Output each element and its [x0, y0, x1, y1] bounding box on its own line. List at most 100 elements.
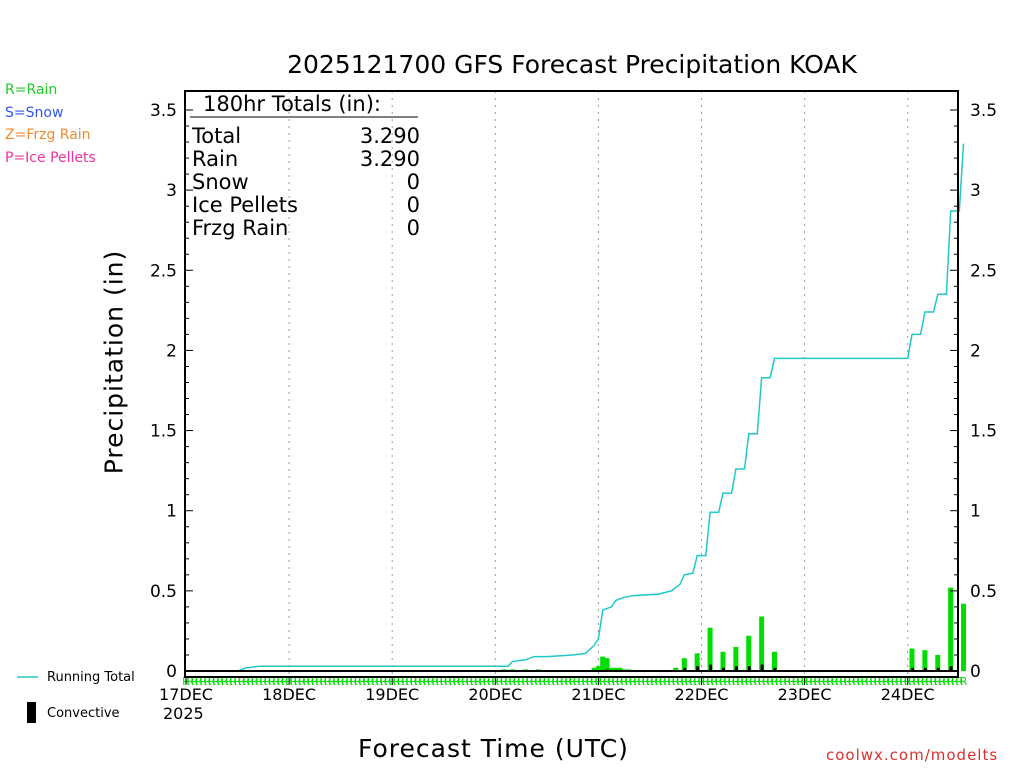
precip-type-marker: R — [393, 675, 401, 688]
precip-type-marker: R — [500, 675, 508, 688]
precip-type-marker: R — [642, 675, 650, 688]
precip-type-marker: R — [625, 675, 633, 688]
precip-type-marker: R — [706, 675, 714, 688]
precip-type-marker: R — [461, 675, 469, 688]
precip-type-marker: R — [212, 675, 220, 688]
precip-type-marker: R — [728, 675, 736, 688]
precip-type-marker: R — [715, 675, 723, 688]
precip-type-marker: R — [870, 675, 878, 688]
precip-type-marker: R — [822, 675, 830, 688]
rain-bar — [746, 635, 752, 671]
precip-type-marker: R — [191, 675, 199, 688]
precip-type-marker: R — [431, 675, 439, 688]
bottom-legend-symbols — [17, 676, 38, 723]
precip-type-marker: R — [496, 675, 504, 688]
precip-type-marker: R — [556, 675, 564, 688]
precip-type-marker: R — [444, 675, 452, 688]
precip-type-marker: R — [775, 675, 783, 688]
precip-type-marker: R — [221, 675, 229, 688]
x-tick-label: 21DEC — [571, 685, 625, 704]
y-tick-label: 2 — [166, 341, 177, 361]
precip-type-marker: R — [895, 675, 903, 688]
precip-type-marker: R — [543, 675, 551, 688]
precip-type-marker: R — [290, 675, 298, 688]
precip-type-marker: R — [517, 675, 525, 688]
convective-bar — [709, 664, 713, 671]
precip-type-marker: R — [315, 675, 323, 688]
rain-bars — [501, 587, 967, 671]
precip-type-marker: R — [509, 675, 517, 688]
precip-type-marker: R — [186, 675, 194, 688]
x-tick-label: 22DEC — [675, 685, 729, 704]
precip-type-marker: R — [547, 675, 555, 688]
legend-convective-label: Convective — [47, 706, 120, 721]
precip-type-marker: R — [620, 675, 628, 688]
precip-type-marker: R — [831, 675, 839, 688]
x-tick-label: 23DEC — [778, 685, 832, 704]
precip-type-marker: R — [423, 675, 431, 688]
precip-type-marker: R — [470, 675, 478, 688]
rain-bar — [694, 653, 700, 671]
precip-type-marker: R — [272, 675, 280, 688]
precip-type-marker: R — [607, 675, 615, 688]
precip-type-marker: R — [302, 675, 310, 688]
precip-type-marker: R — [534, 675, 542, 688]
precip-type-marker: R — [955, 675, 963, 688]
totals-value: 3.290 — [359, 124, 420, 148]
totals-label: Total — [192, 124, 242, 148]
precip-type-marker: R — [526, 675, 534, 688]
precip-type-marker: R — [934, 675, 942, 688]
precip-type-marker: R — [788, 675, 796, 688]
precip-type-marker: R — [805, 675, 813, 688]
precip-type-marker: R — [483, 675, 491, 688]
legend-snow: S=Snow — [5, 105, 64, 121]
rain-bar — [673, 667, 679, 671]
precip-type-marker: R — [474, 675, 482, 688]
plot-frame — [184, 90, 959, 678]
precip-type-marker: R — [882, 675, 890, 688]
precip-type-marker: R — [457, 675, 465, 688]
precip-type-marker: R — [784, 675, 792, 688]
precip-type-marker: R — [217, 675, 225, 688]
precip-type-marker: R — [513, 675, 521, 688]
precip-type-marker: R — [603, 675, 611, 688]
y-tick-label: 0.5 — [150, 582, 177, 602]
precip-type-marker: R — [590, 675, 598, 688]
running-total-line — [186, 143, 965, 672]
precip-type-marker: R — [616, 675, 624, 688]
y-axis-label: Precipitation (in) — [99, 249, 129, 475]
precip-type-marker: R — [865, 675, 873, 688]
precip-type-marker: R — [324, 675, 332, 688]
x-tick-label: 20DEC — [468, 685, 522, 704]
rain-bar — [948, 587, 954, 671]
precip-type-marker: R — [440, 675, 448, 688]
precip-type-marker: R — [363, 675, 371, 688]
precip-type-marker: R — [320, 675, 328, 688]
precip-type-marker: R — [530, 675, 538, 688]
precip-type-marker: R — [225, 675, 233, 688]
rain-bar — [961, 603, 967, 671]
precip-type-marker: R — [857, 675, 865, 688]
precip-type-marker: R — [930, 675, 938, 688]
precip-type-marker: R — [723, 675, 731, 688]
precip-type-marker: R — [560, 675, 568, 688]
convective-bar — [949, 666, 953, 671]
precip-type-marker: R — [569, 675, 577, 688]
precip-type-marker: R — [410, 675, 418, 688]
rain-bar — [935, 654, 941, 671]
precip-type-marker: R — [796, 675, 804, 688]
y-tick-label-right: 0.5 — [970, 582, 997, 602]
precip-type-marker: R — [749, 675, 757, 688]
precip-type-marker: R — [401, 675, 409, 688]
precip-type-marker: R — [693, 675, 701, 688]
precip-type-marker: R — [238, 675, 246, 688]
y-tick-label: 1.5 — [150, 422, 177, 442]
convective-bar — [936, 667, 940, 671]
precip-type-marker: R — [234, 675, 242, 688]
precip-type-marker: R — [612, 675, 620, 688]
convective-bar — [721, 667, 725, 671]
convective-bar — [696, 666, 700, 671]
y-tick-label: 0 — [166, 662, 177, 682]
precip-type-marker: R — [337, 675, 345, 688]
